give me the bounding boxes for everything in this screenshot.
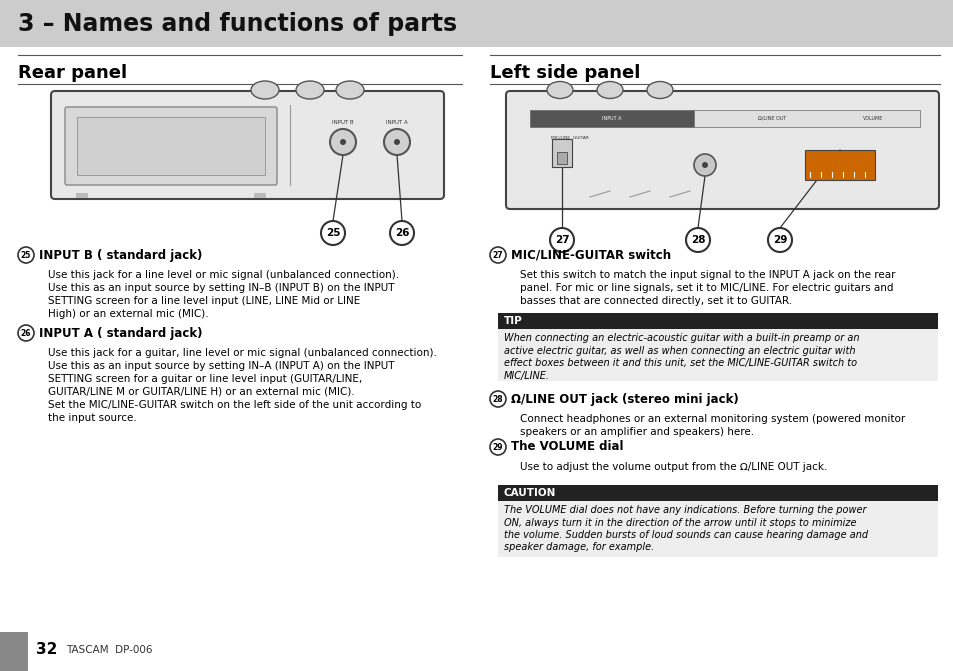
- Text: active electric guitar, as well as when connecting an electric guitar with: active electric guitar, as well as when …: [503, 346, 855, 356]
- Text: panel. For mic or line signals, set it to MIC/LINE. For electric guitars and: panel. For mic or line signals, set it t…: [519, 283, 893, 293]
- Text: Use this as an input source by setting IN–B (INPUT B) on the INPUT: Use this as an input source by setting I…: [48, 283, 395, 293]
- Bar: [253, 193, 266, 198]
- Text: INPUT A: INPUT A: [386, 121, 408, 125]
- Text: 27: 27: [492, 250, 503, 260]
- Text: TIP: TIP: [503, 316, 522, 326]
- Text: 25: 25: [325, 228, 340, 238]
- Text: speaker damage, for example.: speaker damage, for example.: [503, 542, 654, 552]
- Bar: [497, 485, 937, 501]
- Text: Rear panel: Rear panel: [18, 64, 127, 82]
- Text: 3 – Names and functions of parts: 3 – Names and functions of parts: [18, 11, 456, 36]
- Bar: [497, 329, 937, 381]
- Text: Use this as an input source by setting IN–A (INPUT A) on the INPUT: Use this as an input source by setting I…: [48, 361, 395, 371]
- Circle shape: [390, 221, 414, 245]
- Text: 26: 26: [395, 228, 409, 238]
- Bar: [77, 117, 265, 175]
- Text: 27: 27: [554, 235, 569, 245]
- Text: SETTING screen for a guitar or line level input (GUITAR/LINE,: SETTING screen for a guitar or line leve…: [48, 374, 362, 384]
- Ellipse shape: [646, 81, 672, 99]
- Text: speakers or an amplifier and speakers) here.: speakers or an amplifier and speakers) h…: [519, 427, 753, 437]
- Circle shape: [320, 221, 345, 245]
- Circle shape: [693, 154, 716, 176]
- Text: the volume. Sudden bursts of loud sounds can cause hearing damage and: the volume. Sudden bursts of loud sounds…: [503, 530, 867, 540]
- Text: The VOLUME dial does not have any indications. Before turning the power: The VOLUME dial does not have any indica…: [503, 505, 865, 515]
- Bar: [693, 110, 919, 127]
- Circle shape: [330, 129, 355, 155]
- Text: VOLUME: VOLUME: [862, 116, 882, 121]
- Text: 29: 29: [493, 442, 503, 452]
- Text: INPUT A: INPUT A: [601, 116, 621, 121]
- Circle shape: [550, 228, 574, 252]
- Text: basses that are connected directly, set it to GUITAR.: basses that are connected directly, set …: [519, 296, 791, 306]
- Text: High) or an external mic (MIC).: High) or an external mic (MIC).: [48, 309, 209, 319]
- Text: Use this jack for a line level or mic signal (unbalanced connection).: Use this jack for a line level or mic si…: [48, 270, 398, 280]
- Bar: [497, 501, 937, 557]
- FancyBboxPatch shape: [65, 107, 276, 185]
- Circle shape: [394, 139, 399, 145]
- Ellipse shape: [597, 81, 622, 99]
- Text: SETTING screen for a line level input (LINE, LINE Mid or LINE: SETTING screen for a line level input (L…: [48, 296, 360, 306]
- Text: Connect headphones or an external monitoring system (powered monitor: Connect headphones or an external monito…: [519, 414, 904, 424]
- Text: 32: 32: [36, 643, 57, 658]
- Text: Left side panel: Left side panel: [490, 64, 639, 82]
- Circle shape: [767, 228, 791, 252]
- Circle shape: [339, 139, 346, 145]
- Text: Set the MIC/LINE-GUITAR switch on the left side of the unit according to: Set the MIC/LINE-GUITAR switch on the le…: [48, 400, 421, 410]
- Circle shape: [490, 391, 505, 407]
- Bar: [804, 150, 874, 180]
- Circle shape: [18, 325, 34, 341]
- Text: Set this switch to match the input signal to the INPUT A jack on the rear: Set this switch to match the input signa…: [519, 270, 895, 280]
- Text: GUITAR/LINE M or GUITAR/LINE H) or an external mic (MIC).: GUITAR/LINE M or GUITAR/LINE H) or an ex…: [48, 387, 355, 397]
- Text: When connecting an electric-acoustic guitar with a built-in preamp or an: When connecting an electric-acoustic gui…: [503, 333, 859, 343]
- Text: effect boxes between it and this unit, set the MIC/LINE-GUITAR switch to: effect boxes between it and this unit, s…: [503, 358, 856, 368]
- Text: 29: 29: [772, 235, 786, 245]
- FancyBboxPatch shape: [505, 91, 938, 209]
- Text: 25: 25: [21, 250, 31, 260]
- Bar: [0, 632, 28, 671]
- Text: TASCAM  DP-006: TASCAM DP-006: [66, 645, 152, 655]
- Text: Ω/LINE OUT jack (stereo mini jack): Ω/LINE OUT jack (stereo mini jack): [511, 393, 738, 405]
- Text: ON, always turn it in the direction of the arrow until it stops to minimize: ON, always turn it in the direction of t…: [503, 517, 856, 527]
- Circle shape: [685, 228, 709, 252]
- Text: the input source.: the input source.: [48, 413, 136, 423]
- Text: 28: 28: [492, 395, 503, 403]
- Text: INPUT A ( standard jack): INPUT A ( standard jack): [39, 327, 202, 340]
- Text: INPUT B: INPUT B: [332, 121, 354, 125]
- Circle shape: [384, 129, 410, 155]
- Ellipse shape: [251, 81, 278, 99]
- Bar: [76, 193, 88, 198]
- Bar: [530, 110, 693, 127]
- Text: Use this jack for a guitar, line level or mic signal (unbalanced connection).: Use this jack for a guitar, line level o…: [48, 348, 436, 358]
- FancyBboxPatch shape: [51, 91, 443, 199]
- Bar: [497, 313, 937, 329]
- Bar: [557, 152, 566, 164]
- Ellipse shape: [335, 81, 364, 99]
- Circle shape: [490, 247, 505, 263]
- Bar: [552, 139, 572, 167]
- Text: 28: 28: [690, 235, 704, 245]
- Ellipse shape: [546, 81, 573, 99]
- Text: Use to adjust the volume output from the Ω/LINE OUT jack.: Use to adjust the volume output from the…: [519, 462, 826, 472]
- Text: MIC/LINE-GUITAR switch: MIC/LINE-GUITAR switch: [511, 248, 670, 262]
- Text: The VOLUME dial: The VOLUME dial: [511, 440, 623, 454]
- Circle shape: [701, 162, 707, 168]
- Text: CAUTION: CAUTION: [503, 488, 556, 498]
- Ellipse shape: [295, 81, 324, 99]
- Text: Ω/LINE OUT: Ω/LINE OUT: [757, 116, 785, 121]
- Text: INPUT B ( standard jack): INPUT B ( standard jack): [39, 248, 202, 262]
- Text: MIC/LINE  GUITAR: MIC/LINE GUITAR: [551, 136, 588, 140]
- Circle shape: [18, 247, 34, 263]
- Bar: [0, 0, 953, 47]
- Text: MIC/LINE.: MIC/LINE.: [503, 370, 550, 380]
- Circle shape: [490, 439, 505, 455]
- Text: 26: 26: [21, 329, 31, 338]
